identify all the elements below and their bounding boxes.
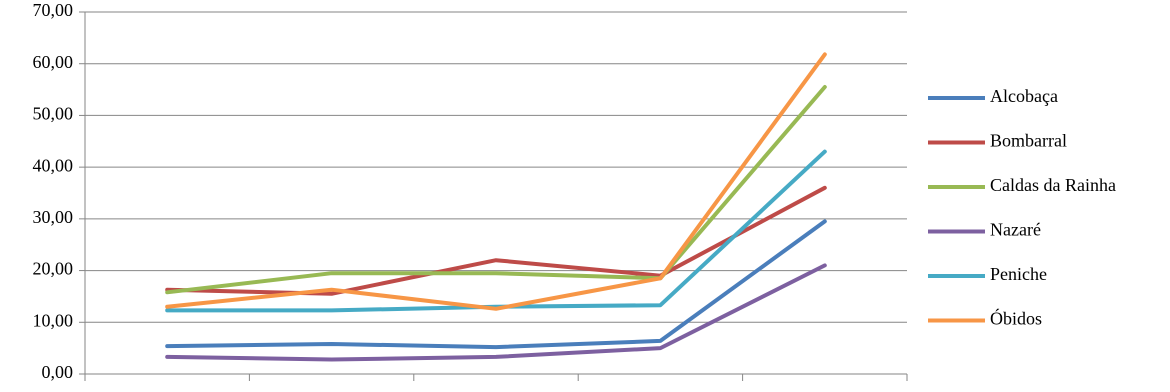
y-tick-label: 40,00 — [33, 155, 74, 175]
series-line — [165, 85, 827, 295]
y-tick-label: 30,00 — [33, 207, 74, 227]
y-tick-label: 20,00 — [33, 259, 74, 279]
series-line — [165, 149, 827, 313]
legend-label: Alcobaça — [990, 86, 1058, 106]
y-tick-label: 0,00 — [42, 362, 74, 382]
y-tick-label: 10,00 — [33, 310, 74, 330]
series-line — [165, 52, 827, 311]
series-line — [165, 263, 827, 362]
y-tick-label: 70,00 — [33, 0, 74, 20]
y-tick-label: 60,00 — [33, 52, 74, 72]
series-line — [165, 185, 827, 296]
legend-label: Óbidos — [990, 308, 1042, 329]
legend-label: Nazaré — [990, 220, 1041, 240]
legend-label: Bombarral — [990, 131, 1067, 151]
y-tick-label: 50,00 — [33, 104, 74, 124]
legend-label: Caldas da Rainha — [990, 175, 1116, 195]
legend-label: Peniche — [990, 264, 1047, 284]
series-line — [165, 219, 827, 350]
